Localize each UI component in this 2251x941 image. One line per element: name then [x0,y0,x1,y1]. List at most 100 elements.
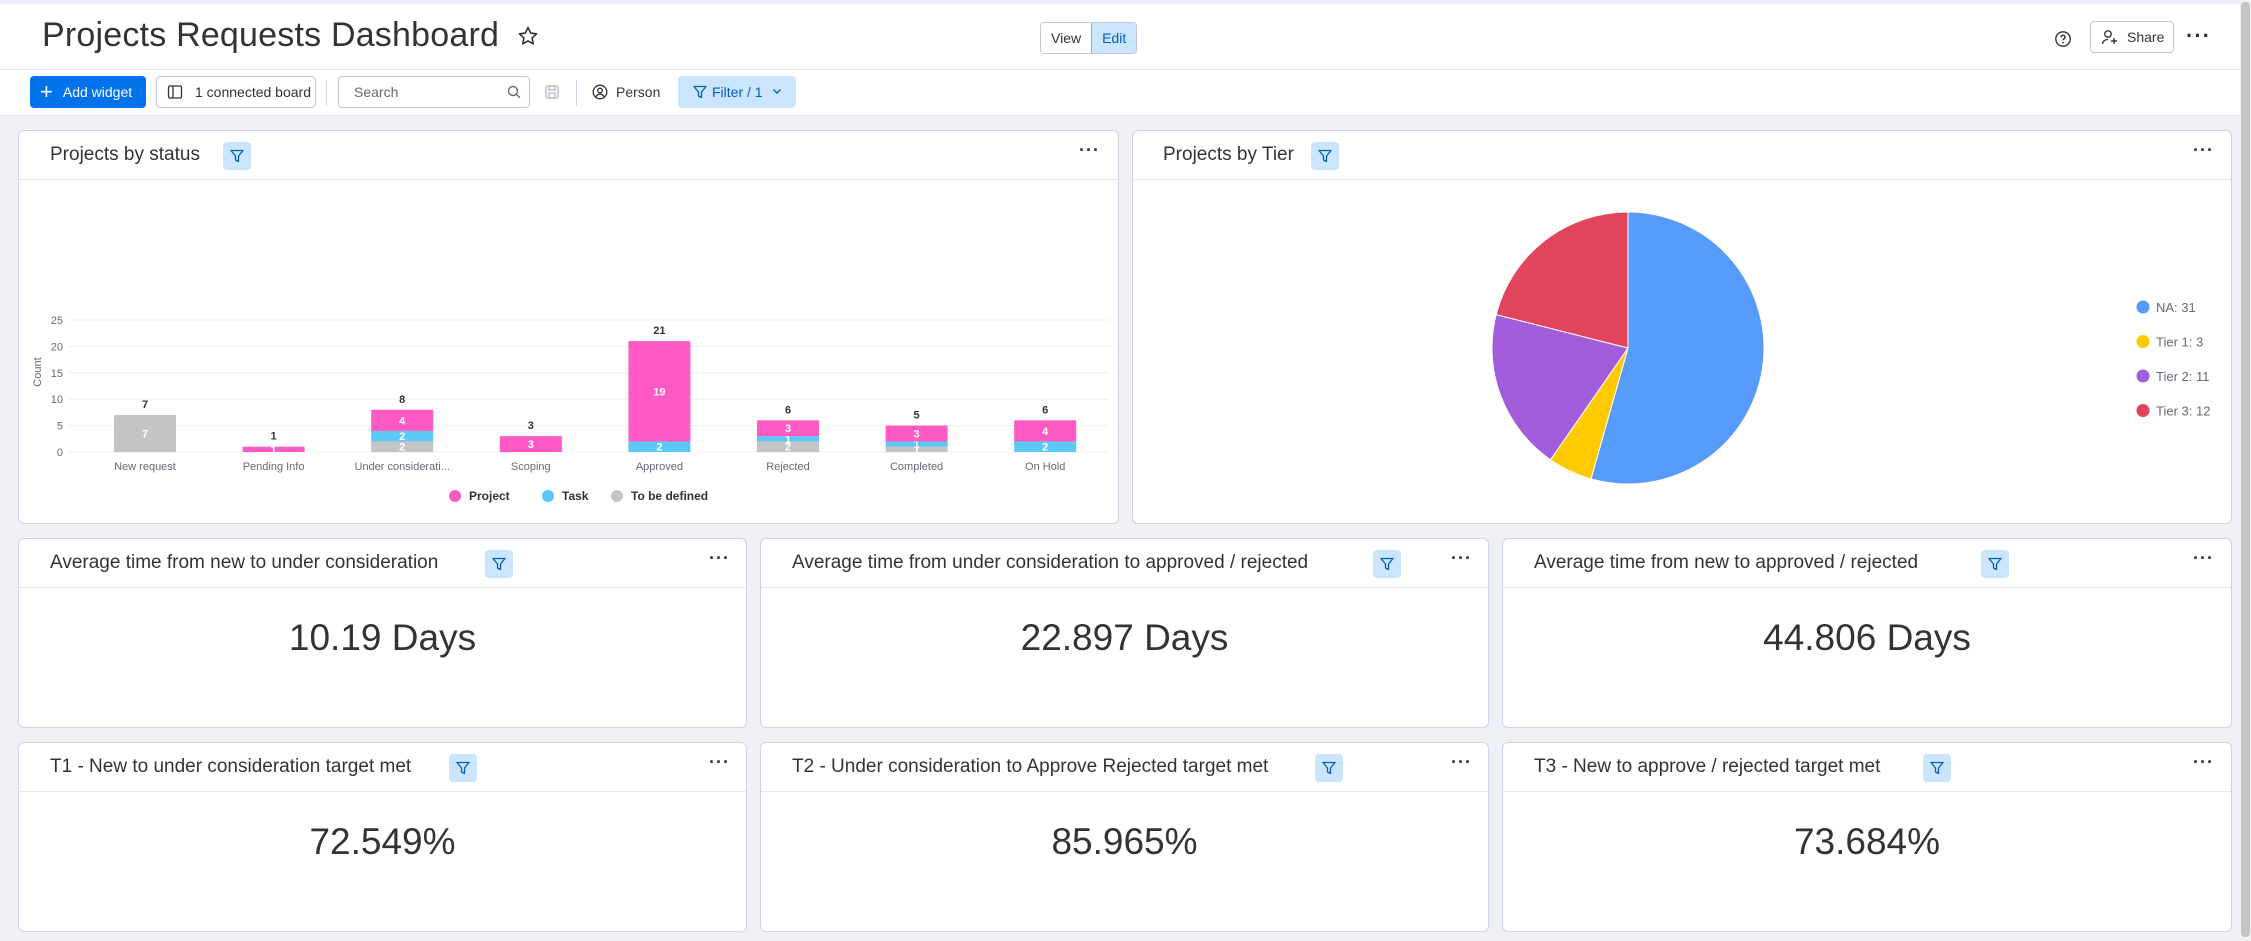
bar-segment[interactable] [757,436,819,442]
bar-segment[interactable] [628,441,691,452]
bar-segment[interactable] [885,425,948,442]
widget-more-icon[interactable]: ··· [1451,752,1472,772]
widget-title: Average time from under consideration to… [792,552,1309,573]
widget-filter-button[interactable] [1373,550,1401,578]
number-widget: Average time from under consideration to… [760,538,1489,728]
chevron-down-icon[interactable] [770,84,784,98]
bar-segment-label: 3 [914,429,920,441]
bar-segment[interactable] [885,446,948,452]
widget-value: 22.897 Days [1020,617,1229,658]
widget-header: Projects by Tier ··· [1133,131,2231,180]
save-icon[interactable] [544,84,560,100]
legend-label[interactable]: Project [469,489,510,503]
bar-segment[interactable] [499,436,562,452]
view-mode-button[interactable]: View [1041,23,1092,53]
bar-segment[interactable] [371,430,434,442]
legend-swatch [542,490,554,502]
bar-segment[interactable] [757,420,819,437]
connected-boards-button[interactable]: 1 connected board [156,76,316,108]
bar-total-label: 6 [785,404,791,416]
legend-label[interactable]: NA: 31 [2156,300,2196,315]
number-widget: T2 - Under consideration to Approve Reje… [760,742,1489,932]
widget-value: 10.19 Days [288,617,477,658]
bar-segment[interactable] [885,441,948,447]
widget-title: Projects by Tier [1163,144,1294,165]
pie-slice[interactable] [1495,211,1629,349]
bar-segment[interactable] [371,409,434,431]
pie-slice[interactable] [1590,211,1765,485]
board-icon [167,85,183,99]
help-icon[interactable] [2054,30,2072,48]
widget-title: Average time from new to approved / reje… [1534,552,1919,573]
bar-segment[interactable] [628,341,691,442]
dashboard-header: Projects Requests Dashboard View Edit Sh… [0,4,2240,70]
widget-more-icon[interactable]: ··· [1079,140,1100,160]
person-filter-button[interactable]: Person [592,76,660,108]
scrollbar-thumb[interactable] [2241,2,2250,937]
y-tick-label: 15 [51,368,63,380]
x-tick-label: On Hold [1025,461,1065,473]
y-tick-label: 20 [51,341,63,353]
bar-segment[interactable] [1014,420,1077,442]
widget-header: Average time from under consideration to… [761,539,1488,588]
legend-swatch [2136,369,2150,383]
legend-label[interactable]: Tier 1: 3 [2156,335,2203,350]
bar-segment-label: 2 [399,431,405,443]
edit-mode-button[interactable]: Edit [1091,23,1137,53]
filter-icon [1322,761,1336,775]
widget-filter-button[interactable] [1981,550,2009,578]
y-tick-label: 0 [57,447,63,459]
bar-segment[interactable] [371,441,434,452]
pie-slice[interactable] [1491,314,1629,461]
filter-button[interactable]: Filter / 1 [678,76,796,108]
widget-more-icon[interactable]: ··· [709,548,730,568]
legend-label[interactable]: To be defined [631,489,708,503]
bar-total-label: 8 [399,394,405,406]
legend-label[interactable]: Tier 2: 11 [2156,369,2209,384]
widget-filter-button[interactable] [223,142,251,170]
widget-more-icon[interactable]: ··· [1451,548,1472,568]
vertical-scrollbar[interactable] [2240,0,2251,941]
dashboard-toolbar: + Add widget 1 connected board Search Pe… [0,70,2240,116]
widget-filter-button[interactable] [1311,142,1339,170]
widget-filter-button[interactable] [1315,754,1343,782]
legend-label[interactable]: Tier 3: 12 [2156,404,2210,419]
filter-label: Filter / 1 [712,84,763,100]
add-widget-label: Add widget [62,84,133,100]
bar-segment[interactable] [114,415,176,452]
widget-more-icon[interactable]: ··· [709,752,730,772]
toolbar-divider [326,80,327,106]
filter-icon [1318,149,1332,163]
widget-title: T2 - Under consideration to Approve Reje… [792,756,1269,777]
share-button[interactable]: Share [2090,21,2174,53]
search-input[interactable]: Search [338,76,530,108]
widget-value: 73.684% [1793,821,1941,862]
more-options-icon[interactable]: ··· [2186,23,2211,48]
filter-icon [230,149,244,163]
widget-more-icon[interactable]: ··· [2193,140,2214,160]
legend-label[interactable]: Task [562,489,589,503]
bar-total-label: 7 [142,399,148,411]
bar-segment[interactable] [1014,441,1077,452]
bar-segment[interactable] [757,441,819,452]
widget-value: 44.806 Days [1763,617,1971,658]
add-widget-button[interactable]: + Add widget [30,76,146,108]
x-tick-label: New request [114,461,176,473]
number-widget: Average time from new to under considera… [18,538,747,728]
y-tick-label: 5 [57,421,63,433]
legend-swatch [2136,335,2150,348]
bar-segment-label: 1 [914,439,920,451]
widget-more-icon[interactable]: ··· [2193,548,2214,568]
star-icon[interactable] [516,24,540,48]
status-chart-widget: Projects by status ··· 0 5 10 15 20 25 Count 7 7… [18,130,1119,524]
widget-title: T1 - New to under consideration target m… [50,756,412,777]
widget-filter-button[interactable] [449,754,477,782]
widget-filter-button[interactable] [1923,754,1951,782]
widget-filter-button[interactable] [485,550,513,578]
x-tick-label: Approved [636,461,683,473]
bar-segment-label: 2 [785,442,791,454]
widget-more-icon[interactable]: ··· [2193,752,2214,772]
person-label: Person [616,84,661,100]
bar-segment[interactable] [242,446,305,452]
